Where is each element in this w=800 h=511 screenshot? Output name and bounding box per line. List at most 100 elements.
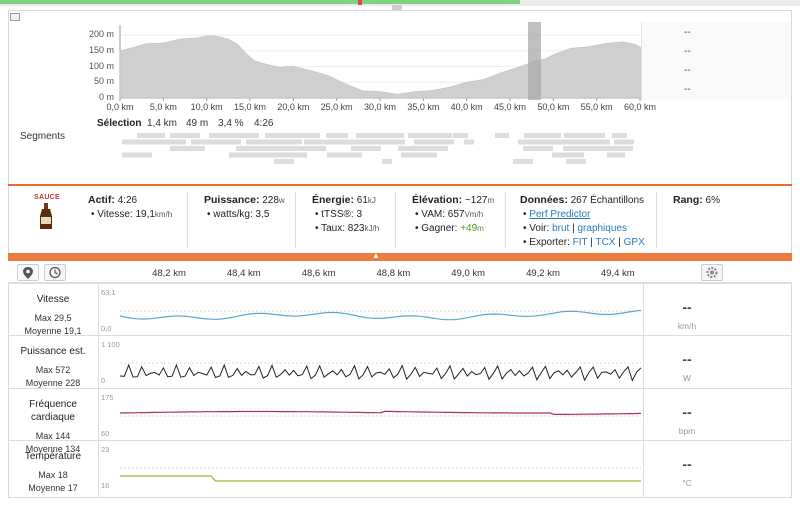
segment-bar[interactable] bbox=[360, 139, 405, 145]
divider bbox=[8, 388, 792, 389]
segment-bar[interactable] bbox=[518, 139, 610, 145]
metric-current: -- km/h bbox=[643, 299, 731, 331]
segment-bar[interactable] bbox=[137, 133, 165, 138]
metric-current: -- W bbox=[643, 351, 731, 383]
segment-bar[interactable] bbox=[401, 152, 437, 158]
summary-energy: Énergie: 61kJ • tTSS®: 3 • Taux: 823kJ/h bbox=[312, 194, 380, 234]
segment-bar[interactable] bbox=[283, 152, 307, 158]
segment-bar[interactable] bbox=[304, 139, 366, 145]
segment-bar[interactable] bbox=[398, 146, 448, 151]
segment-bar[interactable] bbox=[614, 139, 634, 145]
export-fit-link[interactable]: FIT bbox=[572, 237, 588, 248]
metric-current: -- bpm bbox=[643, 404, 731, 436]
scroll-handle[interactable] bbox=[392, 5, 402, 10]
metric-name: Vitesse bbox=[36, 294, 70, 305]
segment-bar[interactable] bbox=[513, 159, 533, 164]
segment-bar[interactable] bbox=[170, 133, 200, 138]
segment-bar[interactable] bbox=[209, 133, 259, 138]
y-min-label: 0,0 bbox=[101, 324, 112, 333]
segment-bar[interactable] bbox=[356, 133, 404, 138]
segments-label: Segments bbox=[20, 131, 66, 142]
elevation-stats: -- -- -- -- bbox=[641, 22, 791, 100]
collapse-bar[interactable]: ▲ bbox=[8, 251, 792, 261]
divider bbox=[8, 335, 792, 336]
metric-current-value: -- bbox=[682, 456, 692, 472]
metric-unit: km/h bbox=[677, 321, 697, 331]
divider bbox=[643, 283, 644, 498]
segment-bar[interactable] bbox=[464, 139, 474, 145]
metric-current: -- °C bbox=[643, 456, 731, 488]
expand-icon[interactable] bbox=[10, 13, 20, 21]
segment-bar[interactable] bbox=[382, 159, 392, 164]
selection-time: 4:26 bbox=[254, 118, 274, 129]
export-gpx-link[interactable]: GPX bbox=[623, 237, 645, 248]
segment-bar[interactable] bbox=[564, 133, 605, 138]
metric-name: Puissance est. bbox=[20, 346, 86, 357]
segment-bar[interactable] bbox=[274, 159, 294, 164]
segment-bar[interactable] bbox=[326, 133, 348, 138]
x-tick-label: 45,0 km bbox=[493, 102, 526, 112]
segment-bar[interactable] bbox=[495, 133, 509, 138]
metric-unit: bpm bbox=[678, 426, 696, 436]
map-pin-button[interactable] bbox=[17, 264, 39, 281]
segment-bar[interactable] bbox=[327, 152, 362, 158]
perf-predictor-link[interactable]: Perf Predictor bbox=[529, 209, 591, 220]
settings-button[interactable] bbox=[701, 264, 723, 281]
y-min-label: 0 bbox=[101, 376, 106, 385]
x-tick-label: 49,2 km bbox=[526, 268, 560, 279]
segment-bar[interactable] bbox=[122, 152, 152, 158]
bottle-icon bbox=[40, 203, 52, 229]
segment-bar[interactable] bbox=[265, 133, 320, 138]
divider bbox=[656, 192, 657, 248]
segment-bar[interactable] bbox=[566, 159, 586, 164]
segment-bar[interactable] bbox=[523, 146, 553, 151]
segment-bar[interactable] bbox=[453, 133, 468, 138]
y-max-label: 63,1 bbox=[101, 288, 116, 297]
elevation-chart[interactable] bbox=[0, 0, 800, 190]
segment-bar[interactable] bbox=[552, 152, 584, 158]
segment-bar[interactable] bbox=[524, 133, 561, 138]
x-tick-label: 49,0 km bbox=[451, 268, 486, 279]
x-tick-label: 55,0 km bbox=[580, 102, 613, 112]
chevron-up-icon[interactable]: ▲ bbox=[372, 251, 380, 260]
segment-bar[interactable] bbox=[236, 146, 326, 151]
gear-icon bbox=[706, 266, 718, 279]
y-max-label: 1 100 bbox=[101, 340, 120, 349]
selection-label: Sélection bbox=[97, 118, 142, 129]
segment-bar[interactable] bbox=[191, 139, 241, 145]
selection-grade: 3,4 % bbox=[218, 118, 244, 129]
y-tick-label: 50 m bbox=[93, 76, 114, 87]
raw-link[interactable]: brut bbox=[552, 223, 570, 234]
segment-bar[interactable] bbox=[414, 139, 454, 145]
clock-button[interactable] bbox=[44, 264, 66, 281]
segment-bar[interactable] bbox=[607, 152, 625, 158]
segment-bar[interactable] bbox=[563, 146, 633, 151]
segments-bars[interactable] bbox=[122, 133, 634, 164]
divider bbox=[8, 283, 792, 284]
x-tick-label: 48,8 km bbox=[376, 268, 411, 279]
x-tick-label: 48,4 km bbox=[226, 268, 261, 279]
segment-bar[interactable] bbox=[408, 133, 452, 138]
segment-bar[interactable] bbox=[229, 152, 285, 158]
segment-bar[interactable] bbox=[246, 139, 302, 145]
divider bbox=[295, 192, 296, 248]
segment-bar[interactable] bbox=[612, 133, 627, 138]
timeline-toolbar bbox=[8, 261, 792, 283]
metric-label: Fréquence cardiaque Max 144 Moyenne 134 bbox=[8, 398, 98, 456]
segment-bar[interactable] bbox=[122, 139, 186, 145]
divider bbox=[187, 192, 188, 248]
x-tick-label: 50,0 km bbox=[537, 102, 570, 112]
summary-rank: Rang: 6% bbox=[673, 194, 720, 206]
metric-label: Vitesse Max 29,5 Moyenne 19,1 bbox=[8, 293, 98, 338]
graphs-link[interactable]: graphiques bbox=[577, 223, 627, 234]
segment-bar[interactable] bbox=[170, 146, 205, 151]
metric-avg: Moyenne 19,1 bbox=[24, 326, 82, 336]
x-tick-label: 25,0 km bbox=[320, 102, 353, 112]
x-tick-label: 20,0 km bbox=[277, 102, 310, 112]
segment-bar[interactable] bbox=[351, 146, 381, 151]
x-tick-label: 35,0 km bbox=[407, 102, 440, 112]
y-max-label: 23 bbox=[101, 445, 110, 454]
export-tcx-link[interactable]: TCX bbox=[595, 237, 616, 248]
x-tick-label: 5,0 km bbox=[149, 102, 177, 112]
selection-highlight[interactable] bbox=[528, 22, 541, 100]
